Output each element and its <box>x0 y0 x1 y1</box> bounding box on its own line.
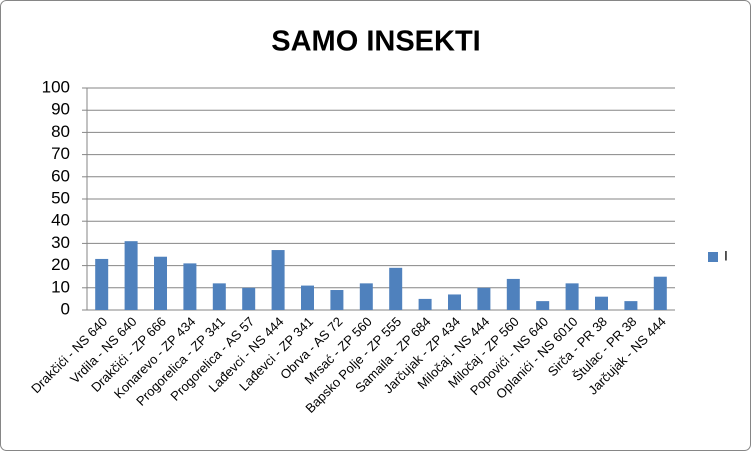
bar <box>242 287 256 310</box>
bar <box>506 278 520 310</box>
bar <box>448 294 461 310</box>
bar <box>536 301 550 310</box>
bar <box>183 263 197 310</box>
y-tick-label: 40 <box>51 211 70 230</box>
y-tick-label: 50 <box>51 188 70 207</box>
bar <box>359 283 373 310</box>
legend-swatch <box>708 252 718 262</box>
bar <box>389 267 403 310</box>
bar <box>301 285 314 310</box>
y-tick-label: 80 <box>51 122 70 141</box>
y-tick-label: 60 <box>51 166 70 185</box>
bar <box>624 301 638 310</box>
bar <box>477 287 491 310</box>
bar <box>653 276 667 310</box>
bar <box>95 258 109 310</box>
bar <box>271 250 285 310</box>
bar <box>212 283 226 310</box>
y-tick-label: 20 <box>51 255 70 274</box>
y-tick-label: 100 <box>42 77 70 96</box>
bar <box>124 241 138 310</box>
y-tick-label: 70 <box>51 144 70 163</box>
chart-title: SAMO INSEKTI <box>271 26 480 58</box>
bar <box>565 283 579 310</box>
y-tick-label: 10 <box>51 277 70 296</box>
y-tick-label: 90 <box>51 100 70 119</box>
bar <box>595 296 608 310</box>
y-tick-label: 30 <box>51 233 70 252</box>
bar <box>418 298 432 310</box>
bar <box>154 256 167 310</box>
legend-label: I <box>724 248 728 264</box>
bar <box>330 290 344 310</box>
y-tick-label: 0 <box>61 299 70 318</box>
